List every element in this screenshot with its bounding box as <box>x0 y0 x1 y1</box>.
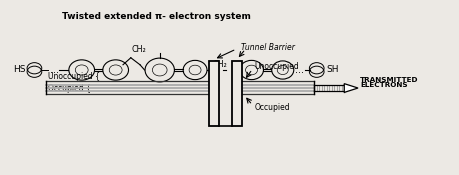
Text: Occupied {: Occupied { <box>48 84 91 93</box>
Polygon shape <box>344 84 358 92</box>
Text: CH₂: CH₂ <box>212 60 227 69</box>
Text: ...: ... <box>295 65 304 75</box>
Text: SH: SH <box>326 65 338 75</box>
Text: Twisted extended π- electron system: Twisted extended π- electron system <box>62 12 251 21</box>
Text: TRANSMITTED: TRANSMITTED <box>360 77 419 83</box>
Text: Occupied: Occupied <box>255 103 291 112</box>
Text: Unoccupied {: Unoccupied { <box>48 72 100 82</box>
Text: ...: ... <box>50 65 59 75</box>
Bar <box>209 61 219 126</box>
Text: Unoccupied: Unoccupied <box>255 62 299 71</box>
Text: ELECTRONS: ELECTRONS <box>360 82 408 88</box>
Text: HS: HS <box>13 65 25 75</box>
Bar <box>232 61 242 126</box>
Text: CH₂: CH₂ <box>132 45 146 54</box>
Text: Tunnel Barrier: Tunnel Barrier <box>241 43 295 52</box>
